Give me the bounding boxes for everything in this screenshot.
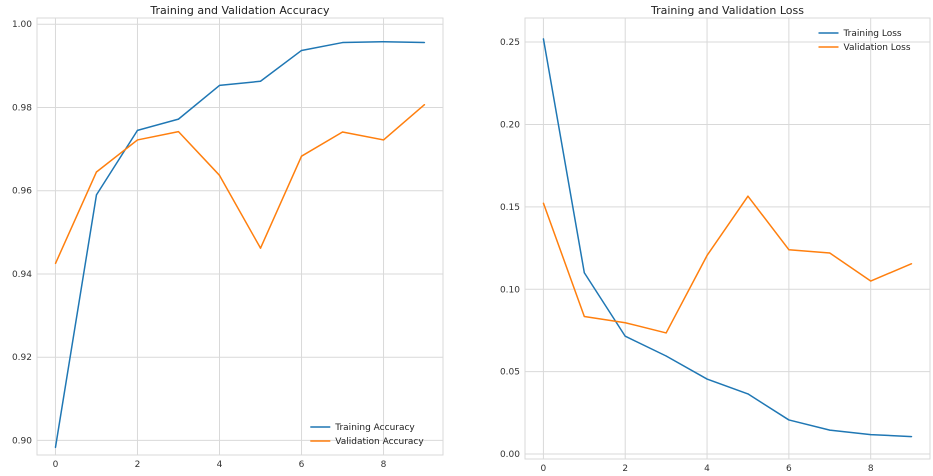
data-point — [788, 419, 790, 421]
plot-area-frame — [36, 17, 444, 456]
data-point — [382, 41, 385, 43]
x-tick-label: 2 — [135, 460, 141, 470]
data-point — [300, 49, 303, 52]
data-point — [542, 38, 545, 40]
x-tick-label: 6 — [786, 464, 792, 474]
data-point — [177, 131, 180, 133]
data-point — [747, 195, 749, 197]
y-tick-label: 1.00 — [12, 20, 32, 30]
data-point — [54, 262, 57, 265]
data-point — [423, 41, 426, 44]
data-point — [259, 80, 262, 82]
data-point — [706, 378, 708, 380]
x-tick-label: 8 — [868, 464, 874, 474]
chart-panel-2: 0 2 4 6 8 0.00 0.05 0.10 0.15 0.20 0.25 Training an… — [500, 4, 931, 474]
data-point — [624, 335, 626, 337]
y-tick-label: 0.05 — [500, 368, 520, 378]
data-point — [583, 272, 585, 274]
data-point — [423, 103, 426, 106]
series-line-1 — [542, 38, 912, 438]
data-point — [910, 435, 913, 438]
series-line-1 — [54, 40, 425, 448]
x-tick-label: 0 — [541, 464, 547, 474]
y-tick-label: 0.96 — [12, 187, 32, 197]
y-tick-label: 0.94 — [12, 270, 32, 280]
x-tick-label: 2 — [622, 464, 628, 474]
legend-label: Validation Loss — [844, 43, 911, 53]
data-point — [218, 84, 221, 87]
x-tick-label: 0 — [53, 460, 59, 470]
data-point — [542, 202, 545, 204]
data-point — [624, 322, 626, 324]
legend-label: Validation Accuracy — [335, 437, 424, 447]
x-tick-label: 8 — [381, 460, 387, 470]
data-point — [95, 194, 98, 196]
data-point — [300, 155, 303, 157]
series-line-2 — [542, 195, 912, 334]
data-point — [341, 131, 344, 133]
chart-panel-1: 0 2 4 6 8 0.90 0.92 0.94 0.96 0.98 1.00 Training an… — [12, 4, 444, 470]
y-tick-label: 0.10 — [500, 285, 520, 295]
legend-label: Training Loss — [843, 29, 902, 39]
data-point — [382, 139, 385, 141]
data-point — [829, 252, 831, 254]
data-point — [136, 129, 139, 131]
x-tick-label: 4 — [217, 460, 223, 470]
data-point — [583, 315, 585, 318]
data-point — [341, 41, 344, 44]
plot-area-frame — [524, 17, 931, 460]
y-tick-label: 0.25 — [500, 38, 520, 48]
chart-title: Training and Validation Loss — [650, 4, 804, 17]
data-point — [747, 393, 749, 395]
data-point — [870, 434, 872, 436]
y-tick-label: 0.15 — [500, 203, 520, 213]
data-point — [829, 429, 831, 431]
data-point — [788, 249, 790, 251]
data-point — [136, 139, 139, 141]
y-tick-label: 0.90 — [12, 436, 32, 446]
data-point — [259, 247, 262, 249]
legend: Training Loss Validation Loss — [818, 29, 911, 53]
data-point — [218, 174, 221, 176]
data-point — [665, 332, 667, 334]
y-tick-label: 0.20 — [500, 120, 520, 130]
legend: Training Accuracy Validation Accuracy — [310, 423, 424, 447]
y-tick-label: 0.92 — [12, 353, 32, 363]
data-point — [54, 446, 57, 449]
legend-label: Training Accuracy — [334, 423, 415, 433]
data-point — [910, 263, 913, 265]
series-line-2 — [54, 104, 426, 264]
x-tick-label: 4 — [704, 464, 710, 474]
chart-title: Training and Validation Accuracy — [149, 4, 330, 17]
data-point — [870, 280, 872, 282]
data-point — [706, 254, 708, 257]
y-tick-label: 0.00 — [500, 450, 520, 460]
data-point — [95, 171, 98, 173]
data-point — [665, 355, 667, 357]
data-point — [177, 118, 180, 120]
x-tick-label: 6 — [299, 460, 305, 470]
y-tick-label: 0.98 — [12, 103, 32, 113]
